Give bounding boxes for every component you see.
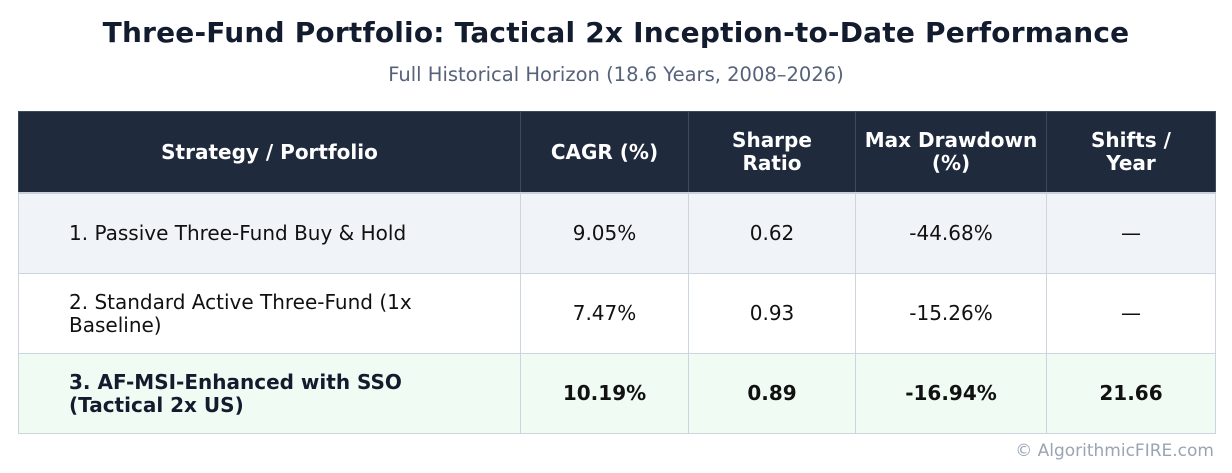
strategy-name-line-2: (Tactical 2x US) (69, 392, 244, 417)
strategy-name-line-1: 3. AF-MSI-Enhanced with SSO (69, 369, 402, 394)
cell-cagr: 9.05% (520, 192, 689, 274)
cell-max-drawdown-highlight: -16.94% (855, 353, 1047, 434)
cell-shifts-per-year: 21.66 (1046, 353, 1216, 434)
header-shifts-line-2: Year (1106, 151, 1156, 175)
page-subtitle: Full Historical Horizon (18.6 Years, 200… (388, 63, 844, 86)
cell-cagr-highlight: 10.19% (520, 353, 689, 434)
header-drawdown-line-2: (%) (931, 151, 971, 175)
header-drawdown-line-1: Max Drawdown (864, 128, 1038, 152)
cell-strategy: 1. Passive Three-Fund Buy & Hold (18, 192, 521, 274)
cell-shifts-per-year: — (1046, 192, 1216, 274)
copyright-footer: © AlgorithmicFIRE.com (1015, 441, 1214, 461)
header-max-drawdown: Max Drawdown (%) (855, 111, 1047, 194)
cell-sharpe: 0.93 (688, 273, 856, 354)
header-shifts-line-1: Shifts / (1091, 128, 1171, 152)
header-sharpe-line-1: Sharpe (732, 128, 812, 152)
page-title: Three-Fund Portfolio: Tactical 2x Incept… (102, 16, 1130, 49)
cell-sharpe: 0.62 (688, 192, 856, 274)
cell-strategy: 2. Standard Active Three-Fund (1x Baseli… (18, 273, 521, 354)
header-sharpe-line-2: Ratio (742, 151, 802, 175)
strategy-name-line-2: Baseline) (69, 312, 162, 337)
header-strategy: Strategy / Portfolio (18, 111, 521, 194)
table-header-row: Strategy / Portfolio CAGR (%) Sharpe Rat… (18, 111, 1216, 194)
table-row-passive: 1. Passive Three-Fund Buy & Hold 9.05% 0… (18, 192, 1216, 274)
table-row-standard-active: 2. Standard Active Three-Fund (1x Baseli… (18, 273, 1216, 354)
table-row-af-msi-enhanced: 3. AF-MSI-Enhanced with SSO (Tactical 2x… (18, 353, 1216, 434)
header-shifts-per-year: Shifts / Year (1046, 111, 1216, 194)
cell-shifts-per-year: — (1046, 273, 1216, 354)
cell-sharpe: 0.89 (688, 353, 856, 434)
header-sharpe: Sharpe Ratio (688, 111, 856, 194)
strategy-name: 1. Passive Three-Fund Buy & Hold (69, 221, 407, 245)
cell-max-drawdown: -15.26% (855, 273, 1047, 354)
cell-cagr: 7.47% (520, 273, 689, 354)
strategy-name-line-1: 2. Standard Active Three-Fund (1x (69, 289, 412, 314)
performance-table: Strategy / Portfolio CAGR (%) Sharpe Rat… (18, 111, 1216, 434)
cell-max-drawdown: -44.68% (855, 192, 1047, 274)
header-cagr: CAGR (%) (520, 111, 689, 194)
cell-strategy: 3. AF-MSI-Enhanced with SSO (Tactical 2x… (18, 353, 521, 434)
